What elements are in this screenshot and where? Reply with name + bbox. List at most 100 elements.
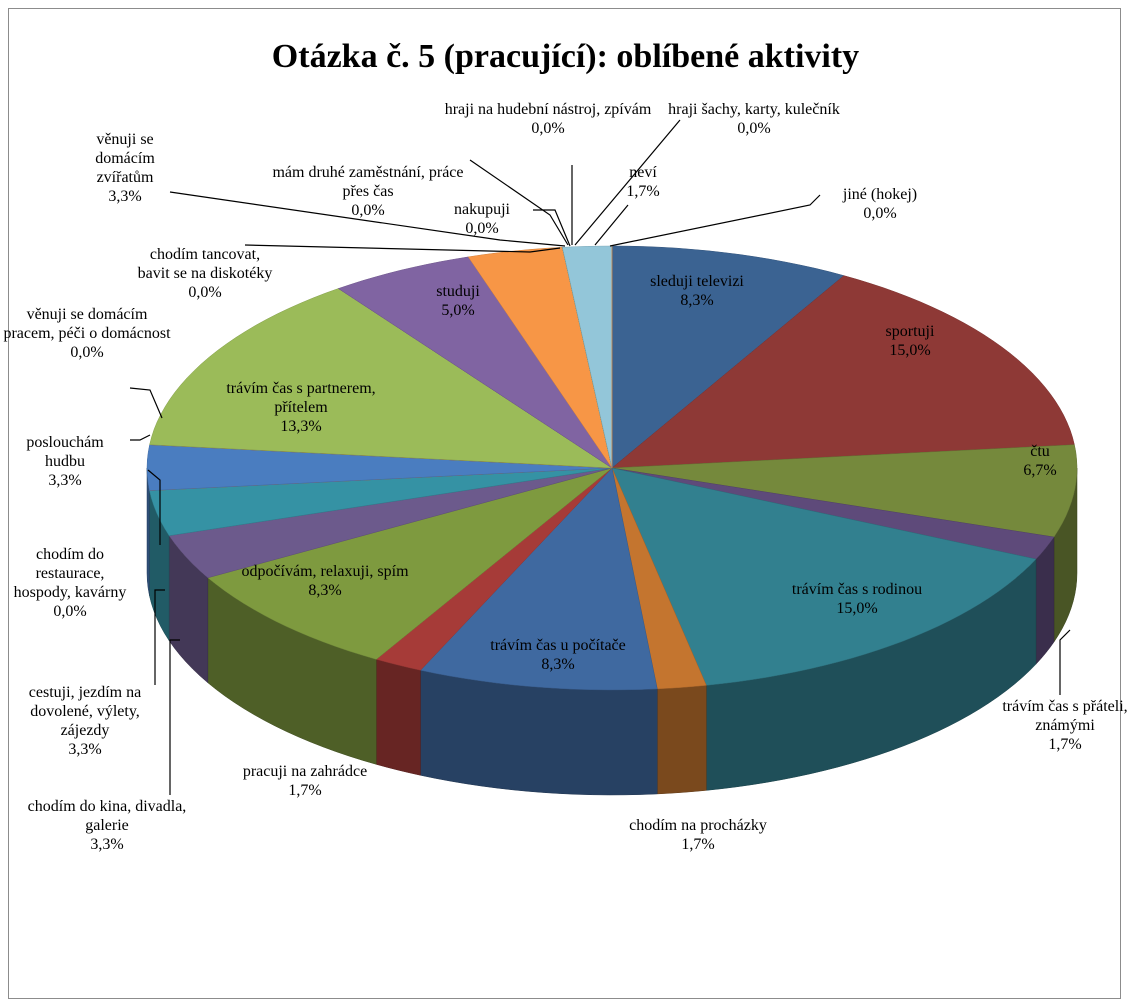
pie-slice <box>149 288 613 469</box>
leader-line <box>244 244 561 253</box>
value-label: 3,3% <box>108 188 142 205</box>
leader-line <box>130 434 151 441</box>
category-label: čtu <box>1030 443 1050 460</box>
category-label: chodím do restaurace, hospody, kavárny <box>13 546 127 601</box>
category-label: sportuji <box>885 323 935 340</box>
data-label: jiné (hokej) 0,0% <box>810 185 950 223</box>
category-label: chodím na procházky <box>629 817 767 834</box>
value-label: 0,0% <box>531 120 565 137</box>
category-label: hraji šachy, karty, kulečník <box>668 101 840 118</box>
data-label: trávím čas s partnerem, přítelem 13,3% <box>201 379 401 436</box>
pie-slice <box>467 247 613 469</box>
value-label: 6,7% <box>1023 462 1057 479</box>
data-label: čtu 6,7% <box>1010 442 1070 480</box>
category-label: věnuji se domácím zvířatům <box>95 131 155 186</box>
pie-slice <box>146 444 613 491</box>
data-label: neví 1,7% <box>613 163 673 201</box>
value-label: 15,0% <box>889 342 931 359</box>
category-label: mám druhé zaměstnání, práce přes čas <box>272 164 464 200</box>
pie-slice <box>149 467 613 536</box>
category-label: jiné (hokej) <box>842 186 918 203</box>
pie-slice <box>611 275 1075 469</box>
category-label: neví <box>629 164 657 181</box>
value-label: 1,7% <box>1048 736 1082 753</box>
category-label: věnuji se domácím pracem, péči o domácno… <box>3 306 171 342</box>
data-label: chodím do kina, divadla, galerie 3,3% <box>22 797 192 854</box>
leader-line <box>147 469 161 545</box>
leader-line <box>609 194 821 247</box>
data-label: odpočívám, relaxuji, spím 8,3% <box>225 562 425 600</box>
data-label: sportuji 15,0% <box>850 322 970 360</box>
leader-line <box>533 209 571 247</box>
category-label: trávím čas s partnerem, přítelem <box>226 380 376 416</box>
value-label: 13,3% <box>280 418 322 435</box>
data-label: hraji na hudební nástroj, zpívám 0,0% <box>433 100 663 138</box>
category-label: poslouchám hudbu <box>26 434 104 470</box>
category-label: trávím čas s přáteli, známými <box>1002 698 1128 734</box>
value-label: 8,3% <box>541 656 575 673</box>
data-label: hraji šachy, karty, kulečník 0,0% <box>664 100 844 138</box>
pie-slice <box>611 245 845 469</box>
data-label: studuji 5,0% <box>418 282 498 320</box>
category-label: chodím do kina, divadla, galerie <box>27 798 187 834</box>
data-label: sleduji televizi 8,3% <box>622 272 772 310</box>
value-label: 0,0% <box>737 120 771 137</box>
category-label: hraji na hudební nástroj, zpívám <box>444 101 652 118</box>
category-label: trávím čas u počítače <box>490 637 626 654</box>
data-label: mám druhé zaměstnání, práce přes čas 0,0% <box>258 163 478 220</box>
value-label: 15,0% <box>836 600 878 617</box>
leader-line <box>129 387 163 419</box>
data-label: trávím čas s rodinou 15,0% <box>757 580 957 618</box>
pie-side <box>657 685 707 795</box>
chart-frame <box>8 8 1121 999</box>
data-label: trávím čas u počítače 8,3% <box>448 636 668 674</box>
value-label: 1,7% <box>681 836 715 853</box>
pie-side <box>376 659 421 776</box>
category-label: sleduji televizi <box>650 273 744 290</box>
value-label: 0,0% <box>465 220 499 237</box>
category-label: pracuji na zahrádce <box>242 763 368 780</box>
data-label: poslouchám hudbu 3,3% <box>10 433 120 490</box>
pie-slice <box>337 256 613 469</box>
category-label: nakupuji <box>454 201 510 218</box>
category-label: chodím tancovat, bavit se na diskotéky <box>137 246 273 282</box>
leader-line <box>1059 629 1071 695</box>
value-label: 3,3% <box>68 741 102 758</box>
pie-slice <box>611 444 1078 538</box>
value-label: 1,7% <box>626 183 660 200</box>
data-label: cestuji, jezdím na dovolené, výlety, záj… <box>10 683 160 759</box>
category-label: cestuji, jezdím na dovolené, výlety, záj… <box>28 684 142 739</box>
value-label: 5,0% <box>441 302 475 319</box>
category-label: studuji <box>436 283 480 300</box>
value-label: 8,3% <box>308 582 342 599</box>
data-label: chodím na procházky 1,7% <box>588 816 808 854</box>
category-label: trávím čas s rodinou <box>791 581 923 598</box>
leader-line <box>169 191 566 247</box>
pie-slice <box>611 467 1037 686</box>
leader-line <box>169 639 180 795</box>
data-label: pracuji na zahrádce 1,7% <box>205 762 405 800</box>
leader-line <box>469 159 569 246</box>
pie-slice <box>168 467 613 579</box>
data-label: chodím do restaurace, hospody, kavárny 0,… <box>10 545 130 621</box>
data-label: věnuji se domácím pracem, péči o domácno… <box>2 305 172 362</box>
pie-slice <box>420 467 658 691</box>
value-label: 8,3% <box>680 292 714 309</box>
value-label: 0,0% <box>53 603 87 620</box>
value-label: 3,3% <box>90 836 124 853</box>
value-label: 0,0% <box>188 284 222 301</box>
data-label: trávím čas s přáteli, známými 1,7% <box>990 697 1131 754</box>
pie-slice <box>207 467 613 660</box>
leader-line <box>574 119 681 246</box>
data-label: věnuji se domácím zvířatům 3,3% <box>70 130 180 206</box>
data-label: nakupuji 0,0% <box>442 200 522 238</box>
leader-line <box>594 204 629 246</box>
value-label: 3,3% <box>48 472 82 489</box>
category-label: odpočívám, relaxuji, spím <box>241 563 409 580</box>
value-label: 1,7% <box>288 782 322 799</box>
chart-title: Otázka č. 5 (pracující): oblíbené aktivi… <box>271 38 860 75</box>
data-label: chodím tancovat, bavit se na diskotéky 0,… <box>135 245 275 302</box>
value-label: 0,0% <box>70 344 104 361</box>
